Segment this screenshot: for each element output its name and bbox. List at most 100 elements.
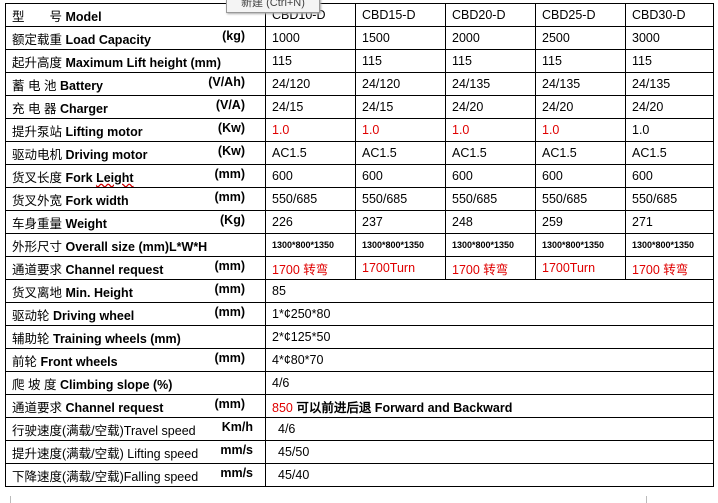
spec-row: 起升高度 Maximum Lift height (mm) 115 115 115 11… [5,49,714,73]
value-cell: 24/20 [535,95,626,119]
label-cn: 货叉长度 [12,170,63,185]
row-label: 辅助轮 Training wheels (mm) [5,325,266,349]
label-en: Min. Height [65,285,133,300]
label-en: Load Capacity [65,32,151,47]
value-cell: 1.0 [265,118,356,142]
spec-row: 充 电 器 Charger (V/A) 24/15 24/15 24/20 24/20 24… [5,95,714,119]
value-cell: 1300*800*1350 [355,233,446,257]
row-label: 充 电 器 Charger (V/A) [5,95,266,119]
spec-row: 爬 坡 度 Climbing slope (%) 4/6 [5,371,714,395]
label-unit: (kg) [222,28,245,43]
row-label: 通道要求 Channel request (mm) [5,394,266,418]
spec-row: 提升速度(满载/空载) Lifting speed mm/s 45/50 [5,440,714,464]
label-unit: (V/Ah) [208,74,245,89]
value-cell: 1.0 [445,118,536,142]
row-label: 通道要求 Channel request (mm) [5,256,266,280]
spec-row: 辅助轮 Training wheels (mm) 2*¢125*50 [5,325,714,349]
value-cell: 115 [265,49,356,73]
value-cell: AC1.5 [355,141,446,165]
label-cn: 提升泵站 [12,124,63,139]
label-en: Charger [59,101,108,116]
spec-row: 货叉外宽 Fork width (mm) 550/685 550/685 550/685… [5,187,714,211]
label-cn: 额定载重 [12,32,63,47]
label-cn: 行驶速度(满载/空载)Travel speed [12,423,196,438]
value-cell: 1700Turn [355,256,446,280]
header-label: 型 号 Model [5,3,266,27]
spec-row: 通道要求 Channel request (mm) 1700 转弯 1700Turn 1… [5,256,714,280]
label-cn: 蓄 电 池 [12,78,57,93]
row-label: 下降速度(满载/空载)Falling speed mm/s [5,463,266,487]
value-cell: 115 [445,49,536,73]
label-en: Overall size (mm)L*W*H [65,239,208,254]
value-cell: AC1.5 [445,141,536,165]
row-label: 驱动轮 Driving wheel (mm) [5,302,266,326]
row-label: 行驶速度(满载/空载)Travel speed Km/h [5,417,266,441]
page-corner-mark [646,496,647,503]
value-cell: 600 [535,164,626,188]
value-cell: 2000 [445,26,536,50]
model-cell: CBD30-D [625,3,714,27]
value-cell: AC1.5 [265,141,356,165]
value-cell: 3000 [625,26,714,50]
value-cell: 24/120 [355,72,446,96]
label-en: Fork width [65,193,129,208]
value-cell: 550/685 [445,187,536,211]
label-cn: 起升高度 [12,55,63,70]
value-cell: 1300*800*1350 [625,233,714,257]
spec-row: 蓄 电 池 Battery (V/Ah) 24/120 24/120 24/135 24/… [5,72,714,96]
value-cell: 248 [445,210,536,234]
value-cell: 1700 转弯 [445,256,536,280]
label-en: Maximum Lift height (mm) [65,55,222,70]
label-en: Climbing slope (%) [59,377,173,392]
value-cell: 24/135 [535,72,626,96]
value-cell: 45/50 [265,440,714,464]
value-cell: 1300*800*1350 [265,233,356,257]
value-cell: 600 [625,164,714,188]
label-unit: (mm) [214,350,245,365]
value-cell: 550/685 [355,187,446,211]
value-cell: AC1.5 [535,141,626,165]
label-cn: 货叉外宽 [12,193,63,208]
row-label: 外形尺寸 Overall size (mm)L*W*H [5,233,266,257]
model-cell: CBD20-D [445,3,536,27]
label-en: Channel request [65,262,164,277]
row-label: 货叉离地 Min. Height (mm) [5,279,266,303]
value-cell: 600 [355,164,446,188]
value-cell: 24/20 [445,95,536,119]
label-en: Model [65,9,102,24]
label-unit: (mm) [214,304,245,319]
value-cell: 115 [355,49,446,73]
label-unit: (Kw) [217,120,245,135]
label-unit: (mm) [214,258,245,273]
label-unit: (Kw) [217,143,245,158]
value-cell: 2*¢125*50 [265,325,714,349]
spec-row: 货叉长度 Fork Leight (mm) 600 600 600 600 600 [5,164,714,188]
value-cell: 24/20 [625,95,714,119]
row-label: 货叉外宽 Fork width (mm) [5,187,266,211]
label-cn: 外形尺寸 [12,239,63,254]
label-cn: 驱动电机 [12,147,63,162]
model-cell: CBD25-D [535,3,626,27]
page-corner-mark [10,496,11,503]
spec-row: 额定载重 Load Capacity (kg) 1000 1500 2000 2500 30… [5,26,714,50]
spec-row: 行驶速度(满载/空载)Travel speed Km/h 4/6 [5,417,714,441]
spec-row: 货叉离地 Min. Height (mm) 85 [5,279,714,303]
label-cn: 提升速度(满载/空载) Lifting speed [12,446,199,461]
value-cell: 1700 转弯 [265,256,356,280]
model-cell: CBD15-D [355,3,446,27]
label-cn: 爬 坡 度 [12,377,57,392]
value-cell: 259 [535,210,626,234]
label-cn: 型 号 [12,9,63,24]
label-unit: (mm) [214,396,245,411]
value-red: 850 [272,400,293,415]
row-label: 提升速度(满载/空载) Lifting speed mm/s [5,440,266,464]
row-label: 货叉长度 Fork Leight (mm) [5,164,266,188]
value-cell: 1300*800*1350 [535,233,626,257]
value-cell: 1300*800*1350 [445,233,536,257]
label-cn: 通道要求 [12,400,63,415]
value-cell: 4/6 [265,371,714,395]
label-unit: (mm) [214,281,245,296]
row-label: 额定载重 Load Capacity (kg) [5,26,266,50]
value-cell: 1000 [265,26,356,50]
row-label: 车身重量 Weight (Kg) [5,210,266,234]
